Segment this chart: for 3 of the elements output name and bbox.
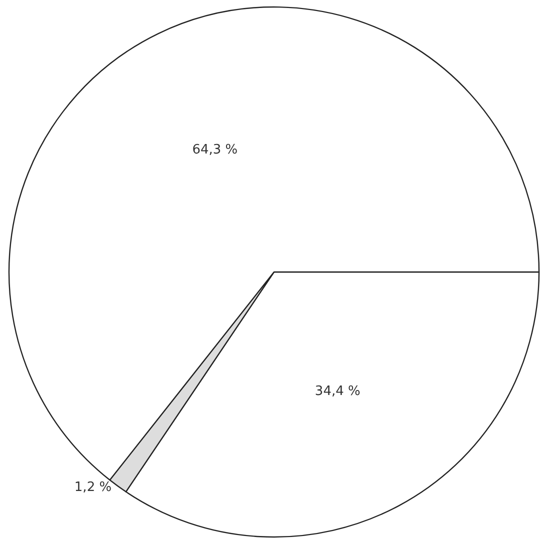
data-label: 64,3 % bbox=[192, 142, 238, 158]
data-label: 1,2 % bbox=[74, 480, 112, 496]
data-label: 34,4 % bbox=[314, 384, 360, 400]
